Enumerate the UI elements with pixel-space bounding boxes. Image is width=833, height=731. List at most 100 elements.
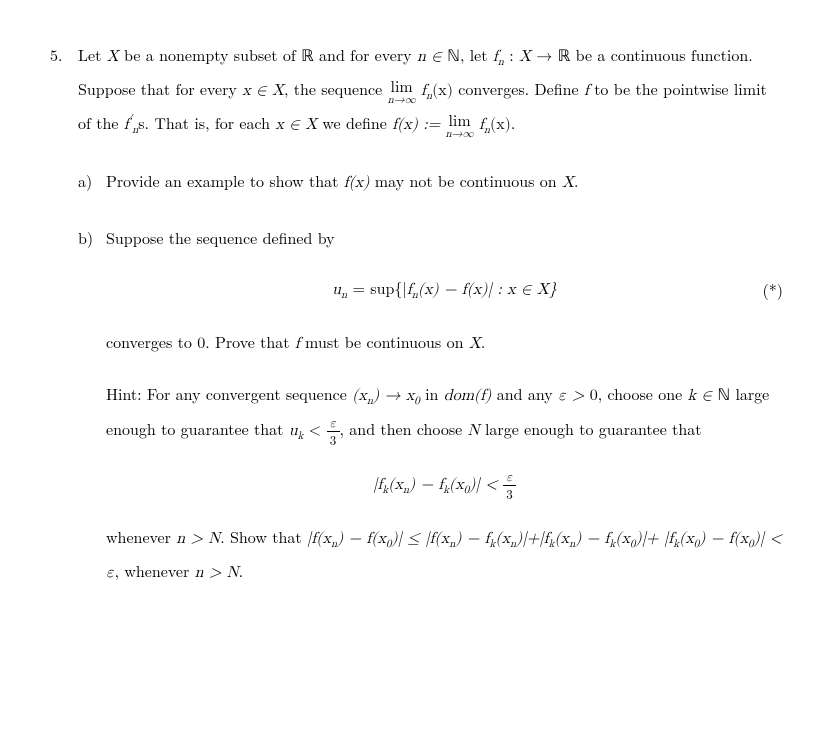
text: , choose one <box>598 382 683 405</box>
t: ) − f(x <box>337 531 386 547</box>
frac-eps-3: ε3 <box>327 417 340 446</box>
t: ) − f <box>575 531 609 547</box>
math-uk: uk <box>289 423 304 439</box>
math-fnx: fn(x) <box>421 83 453 99</box>
t: (x <box>388 477 403 493</box>
lim-expr: limn→∞ <box>388 78 416 106</box>
math-R: ℝ <box>301 48 314 65</box>
t: (x <box>615 531 630 547</box>
hint: Hint: For any convergent sequence (xn) →… <box>106 379 783 447</box>
t: |f <box>373 477 382 493</box>
text: large enough to <box>480 417 594 440</box>
text: be a continuous <box>570 43 685 66</box>
t: )|+ <box>635 531 658 547</box>
text: must be continuous on <box>300 330 469 353</box>
part-b: b) Suppose the sequence defined by un = … <box>78 223 783 589</box>
t: |f(x <box>307 531 331 547</box>
math-ngtN: n > N <box>195 565 239 581</box>
math-X: X <box>562 175 574 191</box>
text: Let <box>78 43 107 66</box>
arrow-x0: ) → x <box>373 388 414 404</box>
text: and for every <box>314 43 417 66</box>
equation-2: |fk(xn) − fk(x0)| < ε3 <box>106 468 783 502</box>
math-xinX: x ∈ X <box>275 117 317 133</box>
paren-x: (x) <box>490 117 511 133</box>
text: to <box>589 77 609 100</box>
chain: |f(xn) − f(x0)| ≤ |f(xn) − fk(xn)|+|fk(x… <box>307 531 659 547</box>
lim: lim <box>388 78 416 94</box>
eq2: |fk(xn) − fk(x0)| < <box>373 477 503 493</box>
math-ngtN: n > N <box>176 531 220 547</box>
text: guarantee that <box>599 417 702 440</box>
t: )| ≤ |f(x <box>391 531 449 547</box>
part-a: a) Provide an example to show that f(x) … <box>78 166 783 198</box>
period: . <box>574 169 578 192</box>
lim-sub: n→∞ <box>446 129 474 140</box>
problem-number: 5. <box>50 40 78 70</box>
math-fns: f′n <box>124 117 138 133</box>
text: may not be continuous on <box>369 169 562 192</box>
u: u <box>289 423 298 439</box>
text: . Show that <box>220 525 307 548</box>
t: )|+|f <box>516 531 548 547</box>
period: . <box>239 559 243 582</box>
math-N: ℕ <box>447 48 460 65</box>
t: )| < <box>469 477 503 493</box>
math-fx: f(x) <box>344 175 370 191</box>
problem-body: Let X be a nonempty subset of ℝ and for … <box>78 40 783 588</box>
math-fx-def: f(x) := <box>392 117 445 133</box>
text: Provide an example to show that <box>106 169 344 192</box>
period: . <box>511 111 515 134</box>
t: ) − f <box>455 531 489 547</box>
lim-sub: n→∞ <box>388 95 416 106</box>
math-kinN: k ∈ <box>688 388 718 404</box>
text: we define <box>317 111 392 134</box>
eq-eq: = sup{| <box>347 276 407 299</box>
eq-lhs: un <box>332 282 347 298</box>
t: ) − f <box>409 477 443 493</box>
equation-tag: (*) <box>763 275 783 305</box>
period: . <box>481 330 485 353</box>
text: , and then choose <box>340 417 468 440</box>
math-fn: fn <box>493 49 504 65</box>
math-X: X <box>519 49 531 65</box>
math-fnx: fn(x) <box>479 117 511 133</box>
paren-x: (x) <box>432 83 453 99</box>
colon: : <box>504 43 519 66</box>
text: whenever <box>106 525 176 548</box>
lim: lim <box>446 112 474 128</box>
math-X: X <box>469 336 481 352</box>
hint-final: whenever n > N. Show that |f(xn) − f(x0)… <box>106 522 783 588</box>
lim-expr: limn→∞ <box>446 112 474 140</box>
math-seq: (xn) → x0 <box>352 388 420 404</box>
text: converges. Define <box>453 77 584 100</box>
math-R: ℝ <box>558 48 571 65</box>
open: (x <box>352 388 367 404</box>
lt: < <box>303 417 326 440</box>
part-b-label: b) <box>78 223 106 253</box>
math-N: ℕ <box>717 387 730 404</box>
equation-star: un = sup{|fn(x) − f(x)| : x ∈ X} (*) <box>106 273 783 307</box>
math-X: X <box>107 49 119 65</box>
math-n: n ∈ <box>417 49 447 65</box>
frac-eps-3: ε3 <box>503 471 516 500</box>
arrow: → <box>531 43 558 66</box>
t: ) − f(x <box>699 531 748 547</box>
t: (x <box>449 477 464 493</box>
u: u <box>332 282 341 298</box>
text: , whenever <box>115 559 195 582</box>
math-dom: dom(f) <box>444 388 492 404</box>
text: converges to 0. Prove that <box>106 330 295 353</box>
problem-5: 5. Let X be a nonempty subset of ℝ and f… <box>50 40 783 588</box>
text: and any <box>491 382 558 405</box>
part-a-body: Provide an example to show that f(x) may… <box>106 166 783 198</box>
t: (x <box>495 531 510 547</box>
math-xinX: x ∈ X <box>242 83 284 99</box>
den: 3 <box>327 432 340 446</box>
text: , let <box>460 43 493 66</box>
den: 3 <box>503 486 516 500</box>
text: , the sequence <box>284 77 388 100</box>
zero: 0 <box>590 382 598 405</box>
part-a-label: a) <box>78 166 106 196</box>
math-N: N <box>468 423 480 439</box>
